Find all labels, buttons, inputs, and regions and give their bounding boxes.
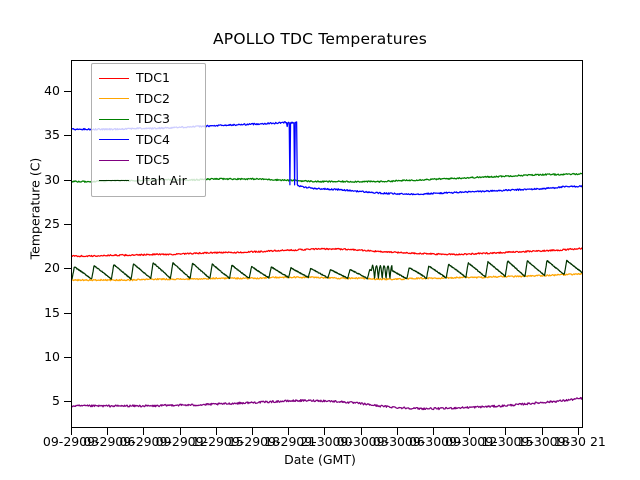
- x-tick-label: 09-29 06: [79, 434, 136, 449]
- y-tick-mark: [64, 401, 71, 403]
- legend-item: Utah Air: [97, 171, 200, 192]
- x-tick-mark: [396, 428, 398, 435]
- y-tick-label: 35: [44, 127, 60, 143]
- legend-item: TDC1: [97, 68, 200, 89]
- legend-item: TDC5: [97, 150, 200, 171]
- y-tick-label: 10: [44, 349, 60, 365]
- legend-item-label: Utah Air: [136, 172, 187, 188]
- x-tick-mark: [541, 428, 543, 435]
- y-tick-mark: [64, 135, 71, 137]
- x-tick-mark: [107, 428, 109, 435]
- y-tick-mark: [64, 268, 71, 270]
- x-tick-label: 09-29 15: [187, 434, 244, 449]
- legend-line-swatch: [99, 118, 129, 120]
- y-tick-label: 40: [44, 83, 60, 99]
- x-tick-label: 09-30 12: [441, 434, 498, 449]
- legend-line-swatch: [99, 180, 129, 182]
- legend-line-swatch: [99, 98, 129, 100]
- y-tick-label: 30: [44, 171, 60, 187]
- legend-item: TDC2: [97, 89, 200, 110]
- y-tick-mark: [64, 312, 71, 314]
- x-tick-mark: [505, 428, 507, 435]
- y-tick-label: 5: [52, 393, 60, 409]
- x-tick-mark: [251, 428, 254, 435]
- x-tick-label: 09-29 18: [223, 434, 281, 449]
- series-line: [72, 247, 582, 258]
- x-tick-mark: [179, 428, 181, 435]
- chart-legend: TDC1 TDC2 TDC3 TDC4 TDC5 Utah Air: [91, 63, 206, 197]
- x-tick-mark: [577, 428, 579, 435]
- x-tick-label: 09-29 09: [115, 434, 172, 449]
- x-tick-label: 09-29 21: [260, 434, 317, 449]
- y-axis-label: Temperature (C): [27, 157, 43, 260]
- plot-area: [71, 60, 583, 428]
- x-tick-label: 09-30 06: [368, 434, 425, 449]
- legend-item-label: TDC5: [136, 152, 170, 167]
- y-tick-mark: [64, 357, 71, 359]
- legend-item-label: TDC2: [136, 90, 170, 106]
- series-line: [72, 259, 582, 281]
- legend-line-swatch: [99, 159, 129, 161]
- x-tick-mark: [71, 428, 73, 435]
- x-axis-label: Date (GMT): [284, 452, 356, 467]
- x-tick-mark: [432, 428, 435, 435]
- legend-item: TDC3: [97, 109, 200, 130]
- legend-item-label: TDC1: [136, 70, 170, 85]
- legend-item-label: TDC4: [136, 131, 170, 147]
- x-tick-label: 09-30 03: [332, 434, 389, 449]
- legend-item: TDC4: [97, 130, 200, 151]
- y-tick-label: 20: [44, 260, 60, 276]
- y-tick-label: 25: [44, 216, 60, 232]
- x-tick-label: 09-30 15: [477, 434, 534, 449]
- x-tick-mark: [215, 428, 217, 435]
- chart-title: APOLLO TDC Temperatures: [212, 30, 427, 48]
- series-line: [72, 396, 582, 411]
- x-tick-mark: [143, 428, 145, 435]
- x-tick-label: 09-29 12: [151, 434, 208, 449]
- x-tick-mark: [469, 428, 471, 435]
- y-tick-mark: [64, 224, 71, 226]
- legend-line-swatch: [99, 139, 129, 141]
- x-tick-label: 09-29 03: [42, 434, 100, 449]
- x-tick-mark: [360, 428, 362, 435]
- y-tick-label: 15: [44, 304, 60, 320]
- x-tick-label: 09-30 18: [513, 434, 570, 449]
- y-tick-mark: [64, 91, 71, 93]
- x-tick-mark: [288, 428, 290, 435]
- y-tick-mark: [64, 179, 71, 181]
- legend-item-label: TDC3: [136, 111, 170, 126]
- x-tick-label: 09-30 00: [296, 434, 353, 449]
- x-tick-mark: [324, 428, 326, 435]
- legend-line-swatch: [99, 77, 129, 79]
- x-tick-label: 09-30 21: [549, 434, 606, 449]
- x-tick-label: 09-30 09: [404, 434, 462, 449]
